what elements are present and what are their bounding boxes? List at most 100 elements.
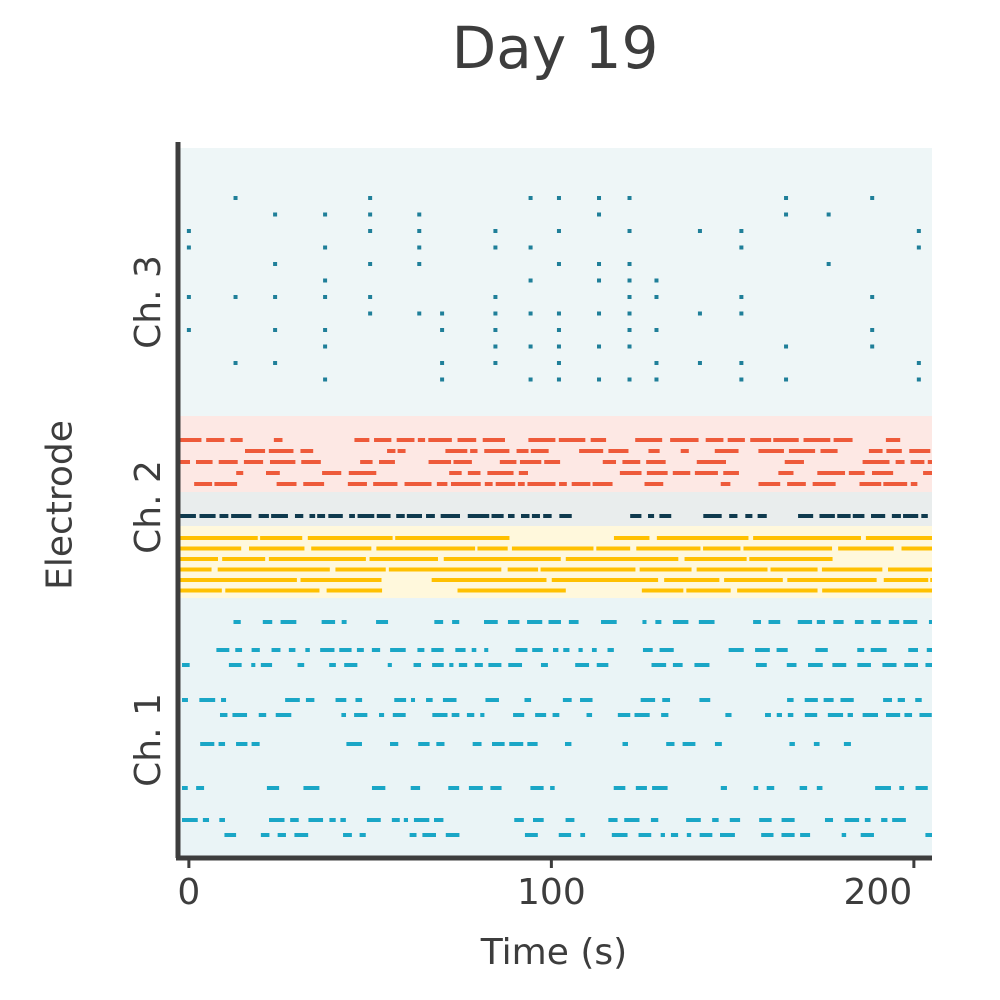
spike-ch1 [436,742,445,746]
spike-ch1 [418,742,430,746]
spike-ch3 [739,377,744,382]
spike-ch2-yellow [311,546,372,551]
spike-ch3 [654,377,659,382]
spike-ch2-red [499,460,517,464]
spike-ch3 [597,344,602,349]
spike-ch3 [784,196,789,200]
spike-ch1 [277,833,286,837]
spike-ch1 [728,648,744,652]
spike-ch2-yellow [178,578,297,582]
spike-ch3 [273,361,278,365]
spike-ch2-red [886,449,902,453]
spike-ch2-red [848,471,865,475]
spike-ch3 [627,344,632,349]
spike-ch3 [273,262,278,266]
spike-ch2-yellow [431,578,547,582]
spike-ch3 [417,229,422,233]
spike-ch3 [556,328,561,332]
spike-ch1 [488,663,502,667]
spike-ch1 [870,648,887,652]
spike-ch1 [434,620,444,624]
spike-ch1 [321,620,336,624]
spike-ch2-yellow [307,536,393,540]
spike-ch1 [575,663,590,667]
spike-ch1 [344,663,358,667]
spike-ch1 [563,648,570,652]
spike-ch3 [273,328,278,332]
spike-ch1 [804,698,818,702]
spike-ch2-yellow [395,536,510,540]
spike-ch2-red [579,449,604,453]
spike-ch2-yellow [822,588,932,593]
spike-ch2-yellow [639,567,692,572]
spike-ch2-red [268,449,294,453]
spike-ch1 [765,713,771,717]
spike-ch1 [341,620,347,624]
spike-ch2-red [705,438,724,442]
spike-ch1 [787,698,794,702]
spike-ch1 [410,698,416,702]
spike-ch1 [513,713,525,717]
spike-ch2-dark [231,514,252,518]
spike-ch2-dark [271,514,288,518]
spike-ch2-red [269,460,296,464]
spike-ch2-red [812,482,836,486]
spike-ch2-dark [531,514,540,518]
spike-ch2-yellow [696,567,768,572]
spike-ch1 [847,713,853,717]
spike-ch2-dark [903,514,919,518]
spike-ch1 [857,648,865,652]
spike-ch1 [458,663,468,667]
spike-ch1 [339,648,352,652]
spike-ch3 [697,311,702,316]
spike-ch1 [258,713,267,717]
spike-ch1 [915,786,928,790]
spike-ch1 [622,742,628,746]
spike-ch3 [627,377,632,382]
spike-ch2-yellow [737,588,818,593]
band-ch2-red [178,416,932,492]
spike-ch2-red [602,460,617,464]
spike-ch1 [608,818,618,822]
spike-ch1 [228,663,242,667]
spike-ch1 [800,833,811,837]
spike-ch1 [392,713,406,717]
spike-ch3 [323,295,328,299]
spike-ch3 [916,377,921,382]
spike-ch2-dark [406,514,422,518]
spike-ch1 [196,786,205,790]
spike-ch2-red [670,438,699,442]
spike-ch1 [634,713,650,717]
spike-ch1 [755,648,770,652]
spike-ch3 [627,311,632,316]
spike-ch1 [558,833,572,837]
spike-ch1 [672,620,689,624]
spike-ch2-red [387,449,396,453]
spike-ch2-dark [357,514,375,518]
spike-ch1 [903,620,918,624]
spike-ch2-yellow [888,567,932,572]
spike-ch3 [368,295,373,299]
spike-ch3 [528,377,533,382]
spike-ch2-yellow [443,557,561,561]
spike-ch1 [305,648,310,652]
spike-ch2-red [428,460,452,464]
spike-ch3 [323,328,328,332]
spike-ch2-dark [317,514,326,518]
spike-ch1 [329,663,336,667]
spike-ch1 [659,648,674,652]
spike-ch1 [787,713,794,717]
spike-ch2-red [558,438,586,442]
spike-ch1 [540,663,548,667]
spike-ch1 [468,786,483,790]
spike-ch2-dark [757,514,767,518]
spike-ch1 [844,818,860,822]
spike-ch1 [781,818,795,822]
spike-ch3 [627,229,632,233]
spike-ch2-yellow [883,578,929,582]
spike-ch1 [305,698,315,702]
spike-ch1 [823,698,834,702]
spike-ch1 [613,786,626,790]
spike-ch1 [712,818,719,822]
x-tick-label: 200 [844,872,913,913]
